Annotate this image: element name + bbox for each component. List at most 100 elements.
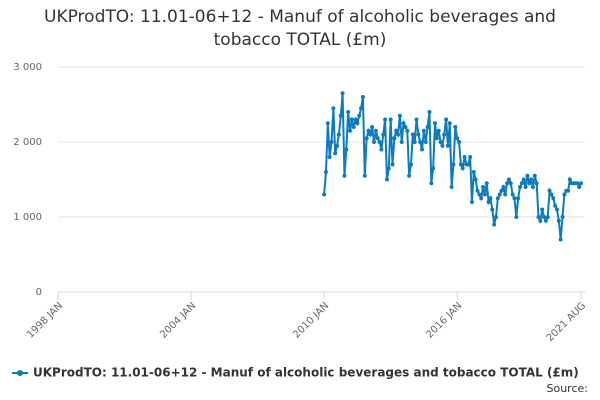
point bbox=[333, 151, 338, 156]
point bbox=[396, 132, 401, 137]
point bbox=[501, 185, 506, 189]
point bbox=[403, 125, 408, 129]
point bbox=[445, 143, 450, 148]
point bbox=[493, 215, 498, 219]
point bbox=[351, 125, 356, 129]
y-tick-label: 0 bbox=[36, 287, 42, 298]
point bbox=[372, 140, 377, 144]
point bbox=[462, 155, 467, 159]
point bbox=[368, 132, 373, 137]
point bbox=[407, 173, 412, 178]
point bbox=[360, 95, 365, 99]
x-tick-label: 2016 JAN bbox=[424, 300, 464, 340]
point bbox=[364, 136, 369, 141]
point bbox=[551, 196, 556, 201]
point bbox=[534, 181, 539, 186]
point bbox=[466, 162, 471, 167]
point bbox=[410, 132, 415, 137]
point bbox=[525, 173, 530, 178]
point bbox=[392, 136, 397, 141]
point bbox=[349, 117, 354, 122]
point bbox=[342, 173, 347, 178]
point bbox=[388, 117, 393, 122]
point bbox=[506, 177, 511, 182]
point bbox=[347, 128, 352, 133]
point bbox=[484, 181, 489, 186]
point bbox=[488, 196, 493, 201]
point bbox=[512, 196, 517, 201]
point bbox=[516, 196, 521, 201]
point bbox=[425, 125, 430, 129]
point bbox=[421, 128, 426, 133]
point bbox=[434, 136, 439, 141]
point bbox=[453, 125, 458, 129]
point bbox=[566, 188, 571, 193]
point bbox=[481, 185, 486, 189]
point bbox=[579, 181, 583, 186]
point bbox=[397, 113, 402, 118]
point bbox=[431, 166, 436, 171]
x-tick-label: 1998 JAN bbox=[25, 300, 65, 340]
y-tick-label: 1 000 bbox=[13, 212, 42, 223]
point bbox=[399, 140, 404, 144]
point bbox=[335, 143, 340, 148]
point bbox=[357, 113, 362, 118]
point bbox=[429, 181, 434, 186]
point bbox=[340, 91, 345, 96]
point bbox=[473, 177, 478, 182]
point bbox=[362, 173, 367, 178]
point bbox=[521, 177, 526, 182]
x-tick-label: 2021 AUG bbox=[545, 300, 589, 344]
point bbox=[386, 166, 391, 171]
point bbox=[322, 192, 327, 197]
point bbox=[475, 188, 480, 193]
point bbox=[497, 192, 502, 197]
point bbox=[449, 185, 454, 189]
point bbox=[325, 121, 330, 126]
point bbox=[505, 181, 510, 186]
chart-title: UKProdTO: 11.01-06+12 - Manuf of alcohol… bbox=[44, 7, 556, 50]
point bbox=[562, 192, 567, 197]
point bbox=[451, 162, 456, 167]
point bbox=[381, 132, 386, 137]
point bbox=[418, 140, 423, 144]
point bbox=[545, 215, 550, 219]
point bbox=[540, 207, 545, 212]
point bbox=[344, 147, 349, 152]
x-tick-label: 2010 JAN bbox=[291, 300, 331, 340]
point bbox=[379, 147, 384, 152]
point bbox=[495, 196, 500, 201]
point bbox=[543, 218, 548, 223]
point bbox=[420, 147, 425, 152]
point bbox=[527, 181, 532, 186]
point bbox=[554, 207, 559, 212]
point bbox=[471, 170, 476, 174]
point bbox=[366, 128, 371, 133]
legend-marker bbox=[17, 370, 23, 376]
point bbox=[427, 110, 432, 114]
point bbox=[408, 162, 413, 167]
y-tick-label: 2 000 bbox=[13, 137, 42, 148]
point bbox=[530, 185, 535, 189]
point bbox=[438, 140, 443, 144]
point bbox=[423, 140, 428, 144]
point bbox=[338, 113, 343, 118]
point bbox=[405, 128, 410, 133]
point bbox=[577, 185, 582, 189]
point bbox=[460, 166, 465, 171]
point bbox=[373, 128, 378, 133]
point bbox=[383, 117, 388, 122]
point bbox=[558, 237, 563, 242]
point bbox=[553, 203, 558, 208]
point bbox=[433, 121, 438, 126]
point bbox=[547, 188, 552, 193]
point bbox=[532, 173, 537, 178]
point bbox=[323, 170, 328, 174]
point bbox=[479, 196, 484, 201]
point bbox=[331, 106, 336, 111]
point bbox=[486, 200, 491, 204]
point bbox=[412, 140, 417, 144]
point bbox=[442, 132, 447, 137]
legend-label: UKProdTO: 11.01-06+12 - Manuf of alcohol… bbox=[33, 366, 579, 380]
